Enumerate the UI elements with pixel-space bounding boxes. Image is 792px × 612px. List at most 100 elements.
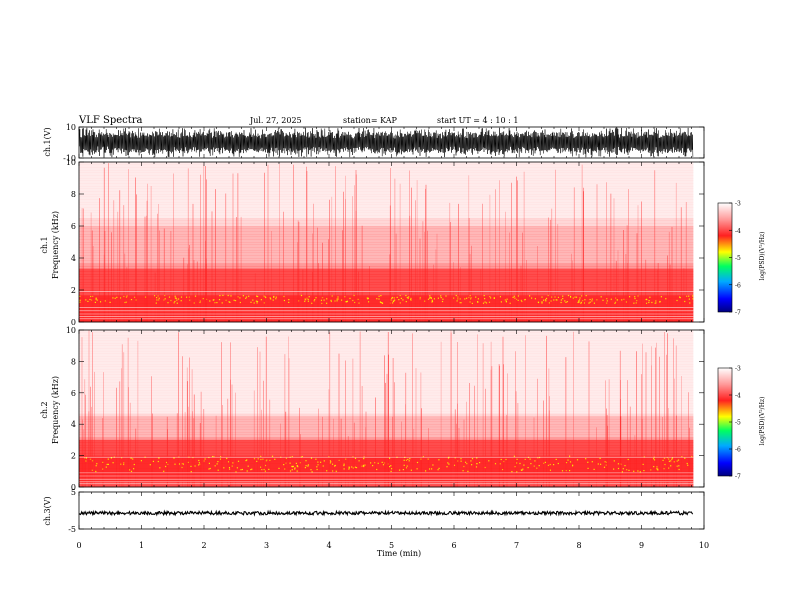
- ch2-spec-speckle: [604, 461, 606, 463]
- ch2-spec-speckle: [159, 467, 161, 469]
- ch2-spec-band: [79, 411, 694, 415]
- ch1-spec-speckle: [391, 297, 393, 299]
- ch2-spec-speckle: [305, 465, 307, 467]
- ch2-spec-speckle: [613, 460, 615, 462]
- ch2-spec-speckle: [505, 458, 507, 461]
- ch1-spec-band: [79, 215, 694, 219]
- ch1-spec-speckle: [260, 299, 262, 301]
- ch2-spec-speckle: [297, 466, 299, 468]
- ch2-spec-speckle: [283, 464, 285, 466]
- ch2-spec-speckle: [85, 460, 87, 462]
- ch1-spec-speckle: [475, 296, 477, 298]
- ch1-spec-speckle: [336, 298, 338, 300]
- ch1-spec-speckle: [337, 298, 339, 300]
- ch1-spec-speckle: [321, 302, 323, 304]
- ch1-spec-speckle: [455, 294, 457, 297]
- ch1-spec-band: [79, 282, 694, 285]
- ch2-spec-speckle: [173, 457, 175, 459]
- ch1-spec-speckle: [660, 296, 662, 298]
- ch1-spec-speckle: [242, 295, 244, 297]
- ch2-spec-speckle: [603, 466, 606, 468]
- ch2-spec-band: [79, 468, 694, 472]
- ch2-spec-speckle: [671, 457, 674, 459]
- ch1-spec-band: [79, 178, 694, 181]
- ch2-spec-speckle: [523, 464, 525, 466]
- ch1-spec-speckle: [550, 300, 552, 302]
- ch1-spec-speckle: [560, 301, 562, 304]
- ch2-spec-speckle: [132, 458, 134, 460]
- ch1-spec-speckle: [233, 299, 235, 301]
- ch2-spec-band: [79, 405, 694, 409]
- ch1-spec-ytick-label: 4: [71, 254, 76, 263]
- ch1-spec-speckle: [307, 300, 309, 302]
- ch1-spec-speckle: [575, 296, 578, 298]
- x-tick-label: 3: [264, 541, 269, 550]
- ch1-spec-speckle: [230, 295, 232, 297]
- ch2-spec-speckle: [465, 461, 467, 463]
- ch2-spec-speckle: [557, 462, 559, 465]
- ch1-spec-speckle: [578, 301, 580, 303]
- ch1-spec-speckle: [250, 301, 252, 303]
- ch1-spec-speckle: [252, 299, 254, 301]
- ch2-spec-speckle: [187, 461, 189, 463]
- ch1-spec-speckle: [555, 299, 557, 301]
- ch2-spec-speckle: [354, 457, 357, 459]
- ch1-spec-speckle: [345, 301, 347, 303]
- ch1-spec-speckle: [227, 294, 229, 297]
- ch1-spec-speckle: [484, 301, 486, 303]
- ch2-spec-speckle: [251, 468, 253, 470]
- ch1-spec-speckle: [477, 298, 479, 300]
- ch2-spec-speckle: [326, 470, 328, 472]
- ch2-spec-band: [79, 337, 694, 341]
- ch1-spec-speckle: [531, 297, 533, 299]
- ch2-spec-colorbar-tick-label: -4: [735, 393, 741, 400]
- ch2-spec-band: [79, 447, 694, 451]
- ch2-spec-ylabel: Frequency (kHz): [51, 376, 60, 444]
- ch1-spec-speckle: [541, 302, 543, 304]
- ch1-spec-band: [79, 300, 694, 304]
- ch1-spec-speckle: [524, 299, 526, 301]
- ch2-spec-speckle: [316, 468, 318, 471]
- ch1-spec-speckle: [427, 298, 429, 300]
- ch1-spec-speckle: [651, 301, 653, 304]
- ch2-spec-speckle: [264, 470, 266, 472]
- ch1-spec-band: [79, 271, 694, 275]
- ch2-spec-speckle: [348, 468, 350, 470]
- ch1-spec-speckle: [239, 301, 241, 304]
- ch3-waveform-panel: 5 -50 1 2 3 4 5 6 7 8 9 10: [68, 488, 709, 550]
- ch1-spec-speckle: [505, 301, 507, 303]
- ch1-spec-speckle: [562, 298, 564, 300]
- ch2-spec-speckle: [475, 466, 478, 468]
- ch2-spec-speckle: [106, 463, 108, 465]
- ch2-spec-speckle: [402, 469, 404, 471]
- ch2-spec-band: [79, 348, 694, 352]
- ch2-spec-speckle: [329, 462, 331, 464]
- ch1-spec-speckle: [158, 299, 160, 301]
- ch2-spec-speckle: [123, 462, 125, 464]
- ch2-spec-speckle: [405, 467, 407, 469]
- ch1-spec-speckle: [509, 302, 511, 304]
- ch2-spec-speckle: [624, 465, 626, 467]
- ch1-spec-speckle: [283, 295, 285, 298]
- ch1-spec-speckle: [330, 299, 332, 301]
- ch1-spec-speckle: [513, 295, 515, 297]
- ch2-spec-band: [79, 371, 694, 375]
- ch1-spec-speckle: [314, 299, 316, 301]
- ch1-spec-speckle: [506, 298, 508, 300]
- ch1-spec-speckle: [235, 300, 237, 302]
- ch2-spec-speckle: [673, 461, 675, 463]
- ch1-spec-speckle: [648, 300, 650, 302]
- ch2-spec-speckle: [246, 459, 248, 461]
- ch1-spec-speckle: [634, 297, 636, 300]
- ch2-spec-speckle: [190, 471, 192, 473]
- ch1-spec-speckle: [216, 302, 218, 304]
- ch2-spec-speckle: [363, 465, 365, 468]
- ch2-spec-speckle: [524, 458, 526, 460]
- ch2-spec-speckle: [232, 462, 234, 464]
- ch2-spec-band: [79, 460, 694, 464]
- ch2-spec-speckle: [257, 458, 259, 460]
- ch2-spec-speckle: [323, 460, 325, 462]
- ch2-spec-speckle: [247, 465, 249, 467]
- ch1-spec-speckle: [164, 294, 166, 297]
